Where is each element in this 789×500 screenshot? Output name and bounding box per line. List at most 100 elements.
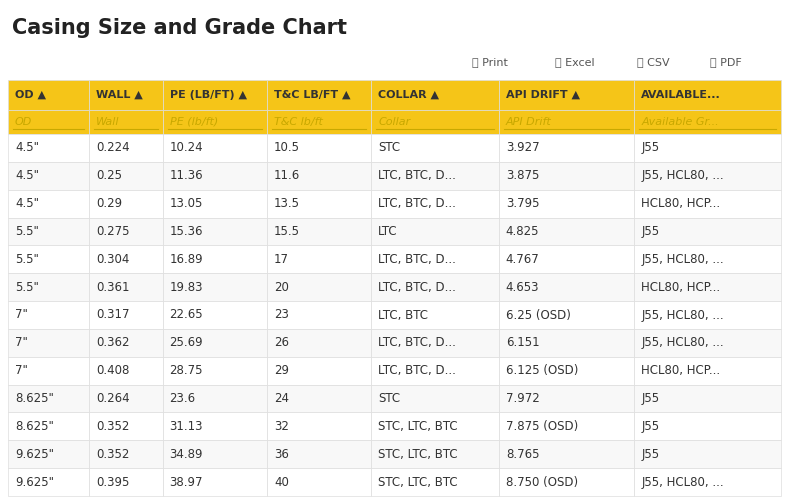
Text: 5.5": 5.5" [15, 280, 39, 293]
Text: 0.408: 0.408 [96, 364, 129, 377]
Bar [267, 384, 372, 412]
Bar [499, 301, 634, 329]
Bar [372, 384, 499, 412]
Bar [372, 134, 499, 162]
Bar [8, 468, 89, 496]
Text: 3.927: 3.927 [506, 142, 540, 154]
Text: LTC, BTC, D...: LTC, BTC, D... [378, 364, 456, 377]
Bar [267, 162, 372, 190]
Text: 24: 24 [274, 392, 289, 405]
Bar [634, 190, 781, 218]
Bar [267, 329, 372, 357]
Text: HCL80, HCP...: HCL80, HCP... [641, 364, 720, 377]
Bar [8, 301, 89, 329]
Text: 32: 32 [274, 420, 289, 433]
Bar [267, 412, 372, 440]
Bar [634, 80, 781, 110]
Text: 23: 23 [274, 308, 289, 322]
Bar [89, 190, 163, 218]
Text: 10.24: 10.24 [170, 142, 204, 154]
Text: 0.25: 0.25 [96, 170, 122, 182]
Bar [499, 134, 634, 162]
Bar [163, 218, 267, 246]
Text: 15.5: 15.5 [274, 225, 300, 238]
Text: 13.05: 13.05 [170, 197, 203, 210]
Bar [499, 273, 634, 301]
Bar [163, 301, 267, 329]
Bar [634, 329, 781, 357]
Bar [499, 357, 634, 384]
Bar [372, 329, 499, 357]
Text: J55: J55 [641, 392, 660, 405]
Text: 29: 29 [274, 364, 289, 377]
Text: 11.6: 11.6 [274, 170, 300, 182]
Text: 0.317: 0.317 [96, 308, 129, 322]
Bar [8, 190, 89, 218]
Text: STC, LTC, BTC: STC, LTC, BTC [378, 420, 458, 433]
Text: STC: STC [378, 142, 401, 154]
Bar [372, 162, 499, 190]
Text: PE (lb/ft): PE (lb/ft) [170, 117, 218, 127]
Bar [8, 329, 89, 357]
Bar [499, 412, 634, 440]
Bar [89, 134, 163, 162]
Text: Available Gr...: Available Gr... [641, 117, 719, 127]
Bar [499, 162, 634, 190]
Bar [8, 218, 89, 246]
Text: 40: 40 [274, 476, 289, 488]
Bar [163, 190, 267, 218]
Bar [163, 357, 267, 384]
Bar [163, 384, 267, 412]
Text: 3.875: 3.875 [506, 170, 539, 182]
Text: OD: OD [15, 117, 32, 127]
Text: 5.5": 5.5" [15, 253, 39, 266]
Text: LTC, BTC, D...: LTC, BTC, D... [378, 253, 456, 266]
Text: Wall: Wall [96, 117, 120, 127]
Bar [634, 412, 781, 440]
Text: 36: 36 [274, 448, 289, 460]
Bar [163, 468, 267, 496]
Bar [267, 218, 372, 246]
Bar [372, 301, 499, 329]
Text: ⎙ PDF: ⎙ PDF [710, 57, 742, 67]
Bar [634, 110, 781, 134]
Text: HCL80, HCP...: HCL80, HCP... [641, 197, 720, 210]
Text: STC, LTC, BTC: STC, LTC, BTC [378, 448, 458, 460]
Bar [499, 80, 634, 110]
Bar [267, 110, 372, 134]
Text: HCL80, HCP...: HCL80, HCP... [641, 280, 720, 293]
Bar [267, 357, 372, 384]
Bar [267, 301, 372, 329]
Bar [634, 468, 781, 496]
Text: T&C LB/FT ▲: T&C LB/FT ▲ [274, 90, 350, 100]
Text: AVAILABLE...: AVAILABLE... [641, 90, 721, 100]
Text: 8.625": 8.625" [15, 420, 54, 433]
Bar [89, 110, 163, 134]
Bar [372, 273, 499, 301]
Text: 6.125 (OSD): 6.125 (OSD) [506, 364, 578, 377]
Text: 5.5": 5.5" [15, 225, 39, 238]
Bar [8, 134, 89, 162]
Bar [372, 412, 499, 440]
Bar [89, 468, 163, 496]
Text: 7": 7" [15, 308, 28, 322]
Bar [8, 80, 89, 110]
Text: 17: 17 [274, 253, 289, 266]
Text: LTC, BTC, D...: LTC, BTC, D... [378, 280, 456, 293]
Text: 10.5: 10.5 [274, 142, 300, 154]
Text: J55: J55 [641, 225, 660, 238]
Bar [499, 468, 634, 496]
Bar [499, 218, 634, 246]
Bar [634, 246, 781, 273]
Text: 8.765: 8.765 [506, 448, 540, 460]
Bar [267, 273, 372, 301]
Text: COLLAR ▲: COLLAR ▲ [378, 90, 439, 100]
Text: 4.5": 4.5" [15, 170, 39, 182]
Text: 38.97: 38.97 [170, 476, 203, 488]
Text: 22.65: 22.65 [170, 308, 204, 322]
Bar [499, 246, 634, 273]
Text: Casing Size and Grade Chart: Casing Size and Grade Chart [12, 18, 347, 38]
Bar [372, 110, 499, 134]
Bar [634, 384, 781, 412]
Bar [634, 273, 781, 301]
